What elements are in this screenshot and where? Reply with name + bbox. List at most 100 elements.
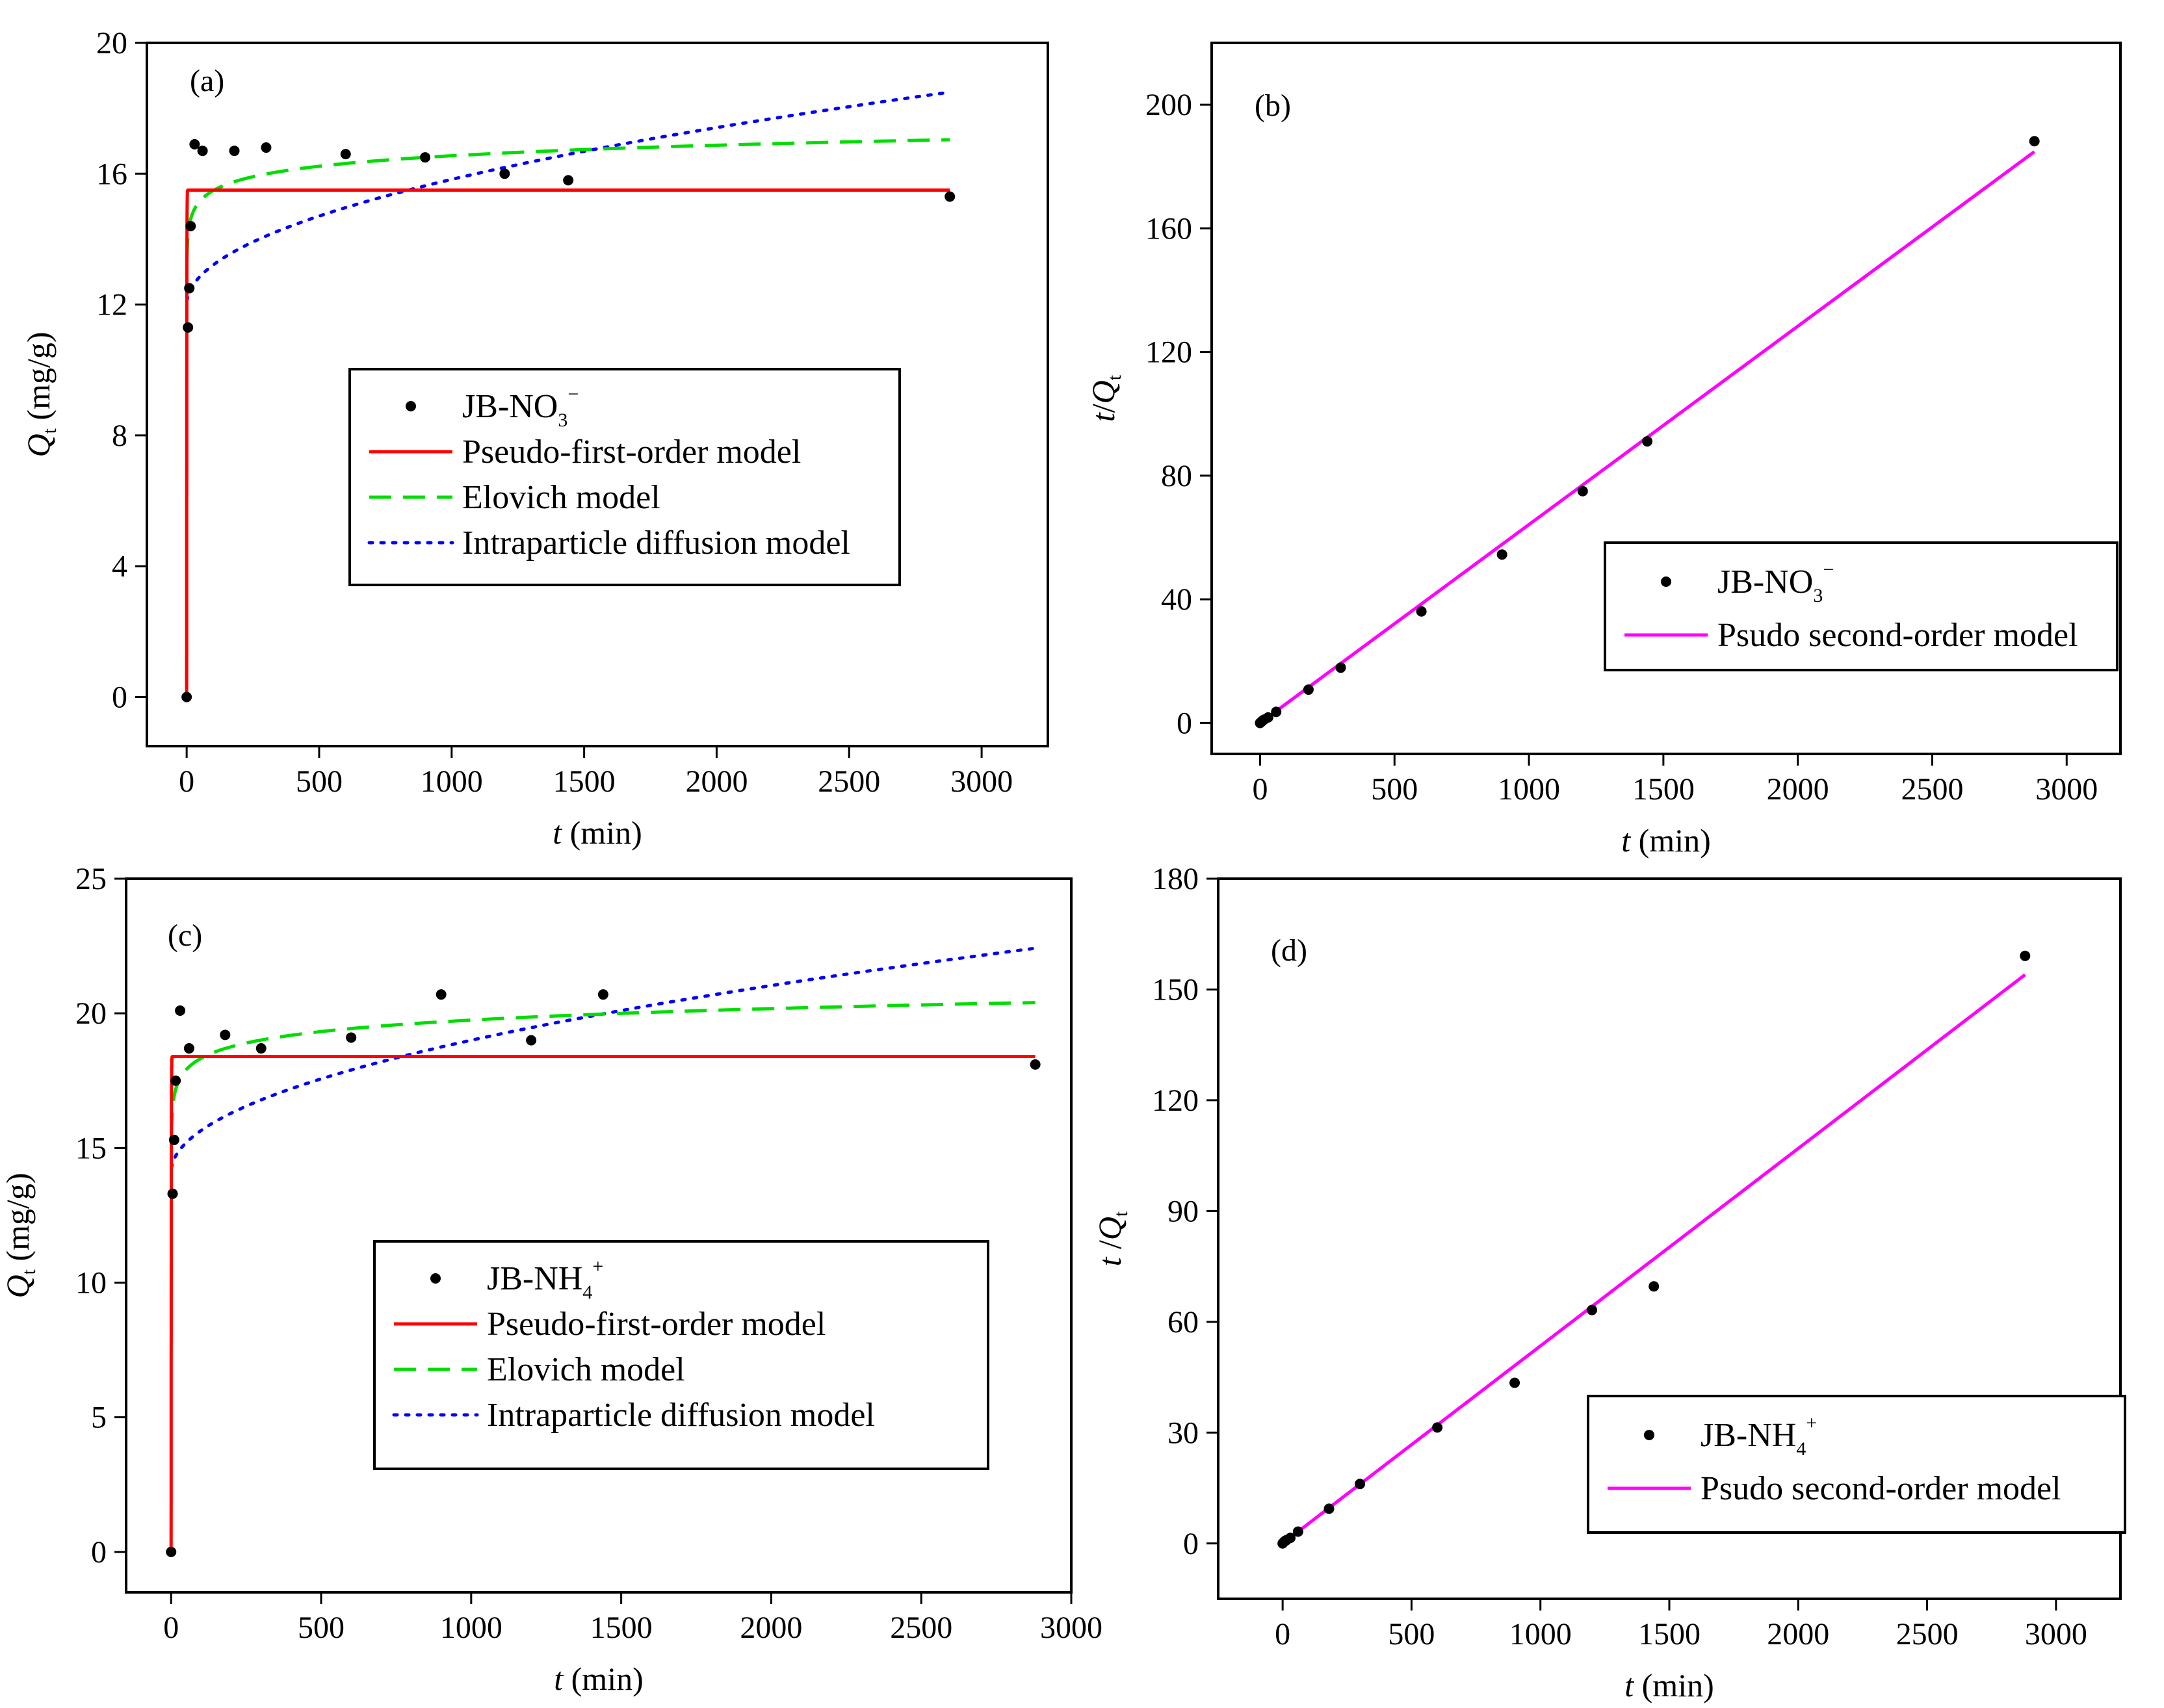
data-point — [1292, 1526, 1303, 1537]
x-tick-label: 3000 — [2025, 1617, 2087, 1651]
y-tick-label: 8 — [112, 419, 127, 453]
data-point — [185, 220, 196, 231]
data-point — [1649, 1281, 1660, 1292]
panel-label: (b) — [1255, 88, 1291, 123]
y-tick-label: 60 — [1167, 1305, 1199, 1339]
elovich-model-curve — [185, 138, 950, 261]
legend-box — [373, 1240, 989, 1470]
x-tick-label: 2500 — [890, 1611, 952, 1645]
pfo-model-curve — [185, 188, 950, 697]
y-axis-label: Qt (mg/g) — [20, 331, 60, 457]
x-tick-label: 3000 — [950, 764, 1013, 799]
ipd-model-curve — [185, 90, 952, 302]
y-tick-label: 30 — [1167, 1416, 1199, 1450]
x-tick-label: 3000 — [2035, 772, 2098, 807]
data-point — [1642, 436, 1653, 447]
legend-marker-points — [1644, 1430, 1654, 1440]
x-tick-label: 1000 — [421, 764, 483, 799]
legend-box — [1604, 541, 2118, 671]
legend-label-elovich: Elovich model — [462, 479, 660, 516]
data-point — [1416, 606, 1427, 617]
legend-box — [1587, 1395, 2126, 1534]
pso-model-line — [1281, 973, 2026, 1545]
legend-label-elovich: Elovich model — [487, 1351, 685, 1388]
y-tick-label: 200 — [1145, 88, 1192, 122]
data-point — [1432, 1422, 1443, 1433]
x-tick-label: 1000 — [1509, 1617, 1572, 1651]
data-point — [197, 146, 208, 157]
data-point — [229, 146, 240, 157]
y-tick-label: 0 — [1183, 1527, 1199, 1561]
y-tick-label: 20 — [96, 26, 127, 60]
y-axis-label: t /Qt — [1091, 1211, 1132, 1266]
data-point — [175, 1005, 186, 1016]
legend-label-ipd: Intraparticle diffusion model — [462, 524, 850, 562]
y-tick-label: 4 — [112, 549, 127, 584]
panel-label: (c) — [168, 918, 202, 953]
data-point — [166, 1546, 177, 1557]
data-point — [1577, 485, 1588, 497]
y-tick-label: 40 — [1161, 582, 1192, 617]
legend-marker-points — [406, 401, 416, 411]
x-axis-label: t (min) — [1621, 822, 1711, 859]
y-axis-label: Qt (mg/g) — [0, 1172, 40, 1298]
plot-frame — [125, 877, 1073, 1594]
plot-area — [169, 946, 1037, 1552]
x-tick-label: 1500 — [1632, 772, 1695, 807]
y-tick-label: 120 — [1145, 335, 1192, 370]
data-point — [1496, 549, 1507, 560]
legend-label-ipd: Intraparticle diffusion model — [487, 1397, 875, 1434]
y-tick-label: 160 — [1145, 211, 1192, 246]
data-point — [183, 1043, 194, 1054]
y-tick-label: 80 — [1161, 459, 1192, 493]
x-tick-label: 2500 — [1896, 1617, 1959, 1651]
panel-b: 0 500 1000 1500 2000 2500 3000 0 40 80 120 160 200 t … — [1085, 42, 2122, 859]
y-tick-label: 180 — [1152, 862, 1199, 896]
y-tick-label: 16 — [96, 157, 127, 191]
y-tick-label: 20 — [75, 996, 107, 1031]
panel-d: 0 500 1000 1500 2000 2500 3000 0 30 60 90 120 150 180… — [1091, 862, 2126, 1703]
legend-marker-points — [1661, 576, 1671, 587]
x-tick-label: 1000 — [1498, 772, 1560, 807]
data-point — [436, 989, 447, 1000]
x-tick-label: 2000 — [685, 764, 748, 799]
legend-label-points: JB-NH4+ — [487, 1256, 603, 1303]
legend-marker-points — [430, 1273, 441, 1284]
legend-label-pfo: Pseudo-first-order model — [462, 433, 801, 471]
legend: JB-NO3− Psudo second-order model — [1604, 541, 2118, 671]
y-tick-label: 0 — [91, 1535, 107, 1570]
data-point — [168, 1134, 179, 1145]
x-tick-label: 0 — [1252, 772, 1268, 807]
legend-label-points: JB-NH4+ — [1701, 1412, 1817, 1460]
x-tick-label: 2500 — [1901, 772, 1963, 807]
elovich-model-curve — [170, 1001, 1036, 1135]
pfo-model-curve — [169, 1055, 1036, 1552]
x-tick-label: 0 — [163, 1611, 179, 1645]
data-point — [340, 149, 351, 160]
data-point — [346, 1032, 357, 1043]
plot-area — [1281, 973, 2026, 1545]
y-tick-label: 120 — [1152, 1083, 1199, 1118]
panel-label: (a) — [190, 64, 224, 98]
x-axis-label: t (min) — [1624, 1667, 1714, 1703]
plot-area — [185, 90, 952, 697]
data-point — [261, 142, 272, 153]
legend-label-pso: Psudo second-order model — [1717, 617, 2078, 654]
data-point — [1587, 1304, 1598, 1315]
x-tick-label: 1500 — [590, 1611, 653, 1645]
x-tick-label: 1500 — [553, 764, 616, 799]
plot-frame — [1210, 42, 2122, 755]
plot-frame — [146, 42, 1049, 747]
y-tick-label: 90 — [1167, 1194, 1199, 1228]
data-point — [1335, 662, 1346, 673]
data-point — [526, 1035, 537, 1046]
x-tick-label: 3000 — [1040, 1611, 1102, 1645]
data-point — [1355, 1479, 1366, 1490]
data-point — [183, 322, 194, 333]
ipd-model-curve — [170, 946, 1037, 1170]
x-tick-label: 2000 — [1767, 772, 1829, 807]
data-point — [189, 139, 200, 150]
x-tick-label: 0 — [1275, 1617, 1290, 1651]
legend: JB-NH4+Pseudo-first-order model Elovich m… — [373, 1240, 989, 1470]
